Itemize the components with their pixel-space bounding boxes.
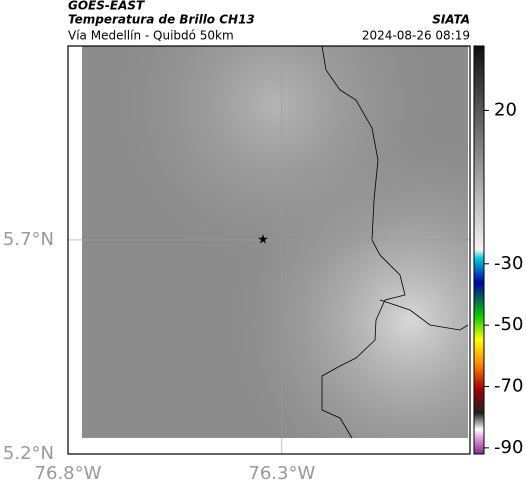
- x-tick-label: 76.3°W: [248, 463, 315, 484]
- colorbar-tick-label: -50: [494, 314, 523, 335]
- border: [379, 299, 469, 331]
- dynamic-layer: ★: [68, 46, 470, 454]
- colorbar-tick-label: 20: [494, 99, 517, 120]
- y-tick-label: 5.2°N: [3, 443, 54, 464]
- map-frame: [67, 45, 471, 455]
- cloud-area: [82, 46, 468, 438]
- y-tick-label: 5.7°N: [3, 229, 54, 250]
- source: SIATA: [432, 13, 470, 27]
- colorbar-tick-label: -30: [494, 253, 523, 274]
- colorbar: [473, 45, 485, 455]
- border: [321, 45, 406, 439]
- colorbar-tick-label: -70: [494, 376, 523, 397]
- x-tick-label: 76.8°W: [35, 463, 102, 484]
- location-marker: ★: [257, 232, 269, 247]
- datetime: 2024-08-26 08:19: [362, 29, 470, 43]
- title: GOES-EAST: [68, 0, 145, 13]
- location: Vía Medellín - Quibdó 50km: [68, 29, 234, 43]
- colorbar-tick-label: -90: [494, 437, 523, 458]
- subtitle: Temperatura de Brillo CH13: [68, 13, 255, 27]
